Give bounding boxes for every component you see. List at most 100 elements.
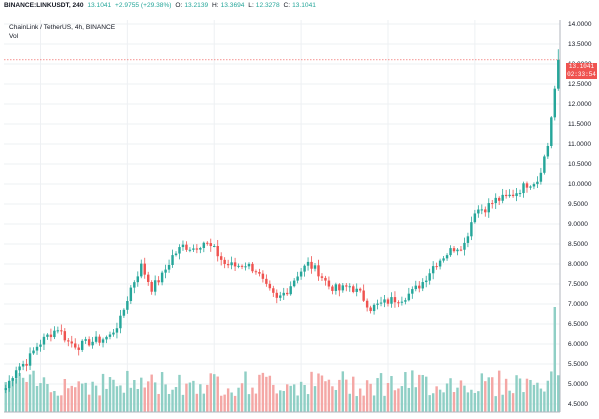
volume-bar (87, 394, 91, 412)
volume-bar (348, 393, 351, 412)
price-tick-label: 13.5000 (568, 41, 592, 48)
candle-body (525, 183, 529, 188)
volume-bar (4, 382, 7, 412)
candle-body (261, 273, 265, 279)
candle-body (206, 242, 209, 244)
volume-bar (84, 382, 87, 412)
candle-body (348, 286, 351, 288)
low-value: 12.3278 (255, 2, 280, 9)
symbol-header: BINANCE:LINKUSDT, 240 13.1041 +2.9755 (+… (4, 2, 318, 9)
candle-body (122, 309, 126, 316)
candle-body (421, 282, 424, 289)
volume-bar (456, 387, 459, 412)
candle-body (473, 213, 477, 223)
volume-bar (202, 393, 206, 412)
high-label: H: (212, 2, 219, 9)
candle-body (442, 258, 445, 261)
candle-body (14, 370, 18, 379)
volume-bar (254, 393, 258, 412)
volume-bar (265, 376, 268, 412)
candle-body (157, 280, 160, 283)
volume-bar (32, 370, 35, 412)
candle-body (53, 330, 56, 338)
volume-bar (331, 386, 334, 412)
volume-bar (233, 395, 237, 412)
volume-bar (119, 385, 122, 412)
candle-body (178, 247, 181, 254)
volume-bar (497, 370, 501, 412)
candle-body (240, 265, 244, 267)
candle-body (192, 248, 195, 250)
volume-bar (438, 389, 442, 412)
volume-bar (289, 385, 292, 412)
candle-body (28, 353, 32, 366)
close-label: C: (283, 2, 291, 9)
volume-bar (484, 381, 487, 412)
volume-bar (178, 374, 181, 412)
series-legend[interactable]: ChainLink / TetherUS, 4h, BINANCE (9, 24, 116, 31)
volume-legend[interactable]: Vol (9, 33, 19, 40)
price-tick-label: 11.0000 (568, 141, 591, 148)
candle-body (70, 341, 73, 344)
volume-bar (431, 393, 435, 412)
chart-grid (4, 20, 560, 412)
price-tick-label: 12.5000 (568, 81, 592, 88)
candle-body (136, 276, 140, 283)
candle-body (508, 194, 511, 197)
candle-body (557, 59, 560, 89)
price-tick-label: 9.0000 (568, 221, 588, 228)
candle-body (518, 193, 522, 195)
open-label: O: (175, 2, 183, 9)
volume-bar (418, 374, 421, 412)
candle-body (181, 244, 185, 248)
candle-body (108, 334, 112, 337)
volume-bar (108, 377, 112, 412)
candle-body (390, 297, 393, 304)
candle-body (87, 339, 91, 346)
volume-bar (543, 391, 546, 412)
volume-bar (60, 395, 63, 412)
candle-body (484, 209, 487, 213)
candle-body (199, 247, 202, 250)
volume-bar (258, 374, 261, 412)
volume-bar (317, 373, 320, 412)
volume-bar (532, 384, 536, 412)
symbol-name[interactable]: BINANCE:LINKUSDT, 240 (4, 2, 84, 9)
volume-bar (355, 396, 358, 412)
candle-body (153, 280, 157, 292)
volume-bar (299, 381, 303, 412)
volume-bar (383, 395, 386, 412)
price-tick-label: 7.0000 (568, 301, 588, 308)
candle-body (550, 117, 553, 146)
candle-body (522, 183, 525, 194)
volume-bar (251, 387, 254, 412)
price-tick-label: 8.5000 (568, 241, 588, 248)
candle-body (491, 203, 494, 205)
candle-body (386, 299, 390, 304)
price-axis[interactable]: 4.5000 5.0000 5.5000 6.0000 6.5000 7.0000 7.50… (559, 20, 592, 412)
volume-bar (25, 381, 28, 412)
candle-body (456, 249, 459, 252)
candle-body (459, 249, 463, 251)
last-price-tag: 13.1041 (566, 63, 597, 71)
candle-body (247, 263, 251, 267)
volume-bar (18, 372, 21, 412)
price-tick-label: 5.0000 (568, 381, 588, 388)
candle-body (327, 280, 331, 287)
volume-bar (372, 395, 376, 412)
volume-bar (94, 385, 98, 412)
candle-body (438, 260, 442, 267)
volume-bar (219, 395, 223, 412)
volume-bar (213, 374, 216, 412)
candle-body (487, 203, 490, 213)
volume-bar (174, 387, 178, 412)
price-tick-label: 11.5000 (568, 121, 591, 128)
volume-bar (487, 377, 490, 412)
volume-bar (525, 378, 529, 412)
volume-bar (424, 376, 428, 412)
candle-body (463, 242, 466, 250)
candle-body (511, 194, 515, 197)
bar-countdown-tag: 02:33:54 (566, 71, 597, 79)
volume-bar (80, 383, 84, 412)
